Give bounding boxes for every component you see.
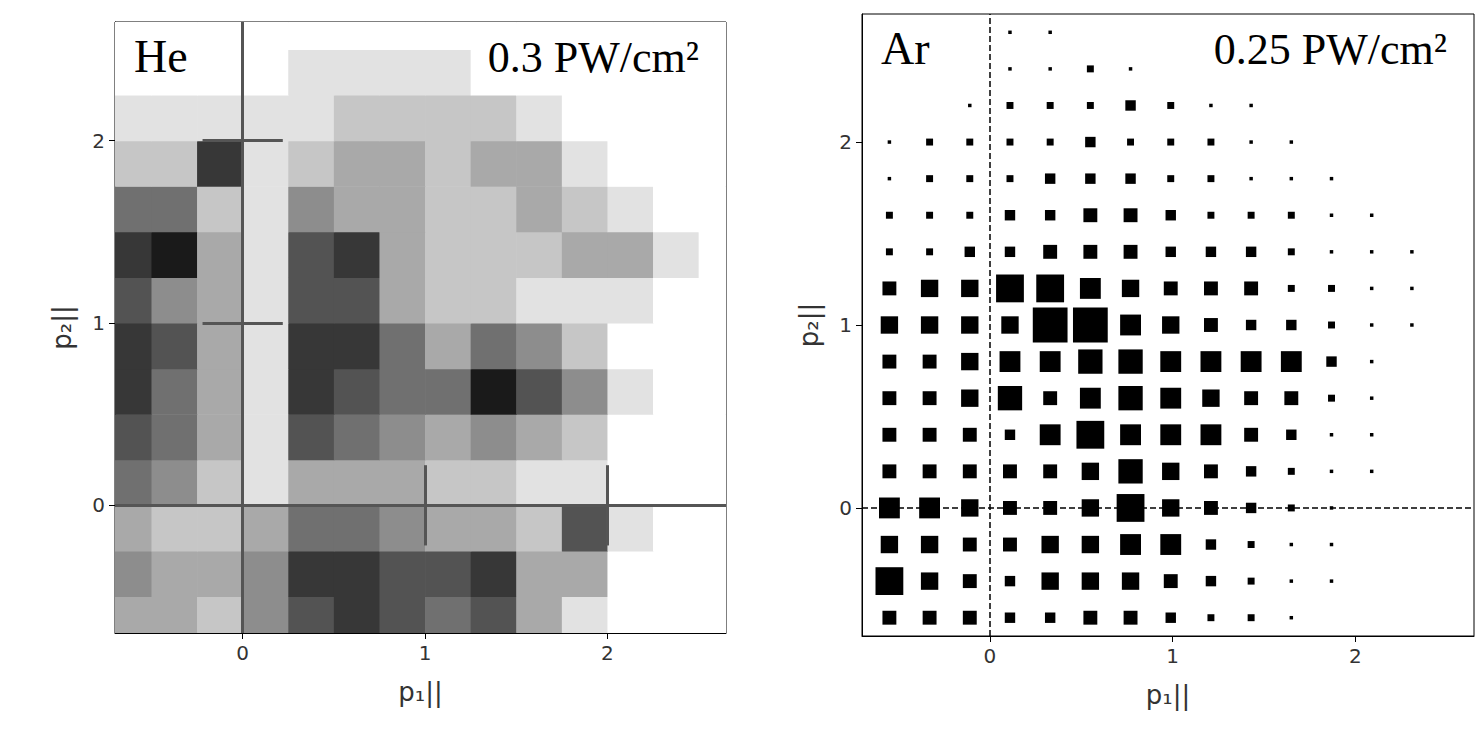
svg-text:0: 0 [984, 644, 997, 668]
svg-text:0: 0 [92, 493, 105, 517]
svg-text:1: 1 [1166, 644, 1179, 668]
svg-text:1: 1 [839, 313, 852, 337]
svg-text:0: 0 [839, 496, 852, 520]
svg-text:p₁||: p₁|| [1146, 680, 1190, 711]
svg-text:p₂||: p₂|| [47, 305, 78, 349]
svg-text:0.25 PW/cm²: 0.25 PW/cm² [1214, 25, 1447, 74]
svg-text:1: 1 [419, 641, 432, 665]
svg-text:2: 2 [92, 129, 105, 153]
svg-text:2: 2 [601, 641, 614, 665]
svg-text:Ar: Ar [881, 23, 930, 74]
svg-text:He: He [134, 31, 188, 82]
svg-text:p₂||: p₂|| [794, 303, 825, 347]
svg-text:2: 2 [839, 130, 852, 154]
svg-text:0: 0 [236, 641, 249, 665]
svg-text:0.3 PW/cm²: 0.3 PW/cm² [488, 33, 699, 82]
svg-text:p₁||: p₁|| [398, 677, 442, 708]
svg-text:2: 2 [1349, 644, 1362, 668]
svg-text:1: 1 [92, 311, 105, 335]
